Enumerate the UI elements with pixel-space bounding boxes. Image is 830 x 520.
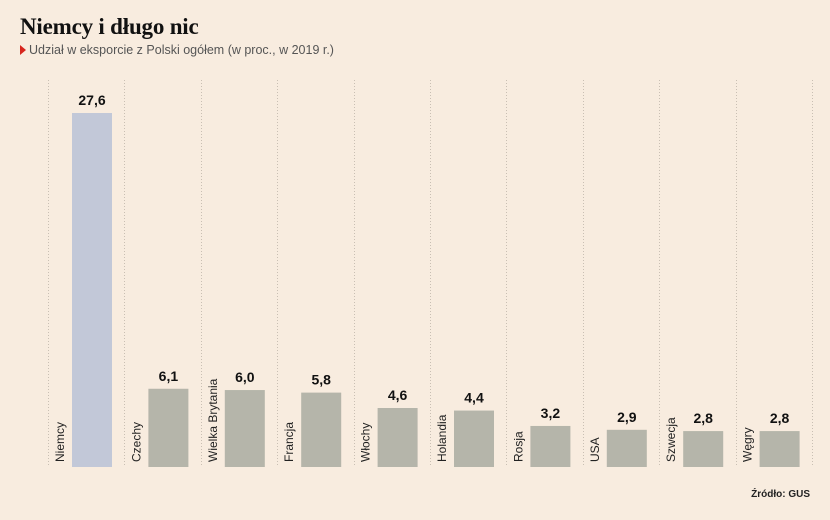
bar-czechy bbox=[148, 388, 189, 467]
category-label: Francja bbox=[282, 422, 296, 462]
value-label: 3,2 bbox=[541, 405, 561, 421]
value-label: 2,8 bbox=[770, 410, 790, 426]
category-label: Niemcy bbox=[53, 422, 67, 462]
value-label: 2,9 bbox=[617, 409, 637, 425]
chart-title: Niemcy i długo nic bbox=[20, 14, 199, 39]
category-label: Czechy bbox=[129, 422, 143, 462]
bar-szwecja bbox=[683, 431, 724, 467]
value-label: 5,8 bbox=[311, 372, 331, 388]
value-label: 6,0 bbox=[235, 369, 255, 385]
bar-włochy bbox=[377, 408, 418, 467]
chart-subtitle-text: Udział w eksporcie z Polski ogółem (w pr… bbox=[29, 43, 334, 57]
value-label: 6,1 bbox=[159, 368, 179, 384]
value-label: 4,6 bbox=[388, 387, 408, 403]
category-label: Szwecja bbox=[664, 417, 678, 462]
bar-niemcy bbox=[72, 113, 112, 467]
bar-rosja bbox=[530, 425, 571, 467]
bar-węgry bbox=[759, 431, 800, 467]
chart-subtitle: Udział w eksporcie z Polski ogółem (w pr… bbox=[20, 43, 334, 57]
category-label: USA bbox=[588, 437, 602, 462]
value-label: 4,4 bbox=[464, 390, 484, 406]
category-label: Włochy bbox=[359, 423, 373, 462]
bar-wielka-brytania bbox=[224, 390, 265, 467]
value-label: 27,6 bbox=[78, 92, 105, 108]
source-note: Źródło: GUS bbox=[751, 489, 810, 500]
category-label: Wielka Brytania bbox=[206, 378, 220, 462]
category-label: Rosja bbox=[511, 431, 525, 462]
triangle-marker-icon bbox=[20, 45, 26, 55]
bar-usa bbox=[606, 429, 647, 467]
bar-francja bbox=[301, 392, 342, 467]
category-label: Holandia bbox=[435, 414, 449, 462]
bar-holandia bbox=[454, 410, 494, 467]
value-label: 2,8 bbox=[693, 410, 713, 426]
category-label: Węgry bbox=[741, 427, 755, 462]
